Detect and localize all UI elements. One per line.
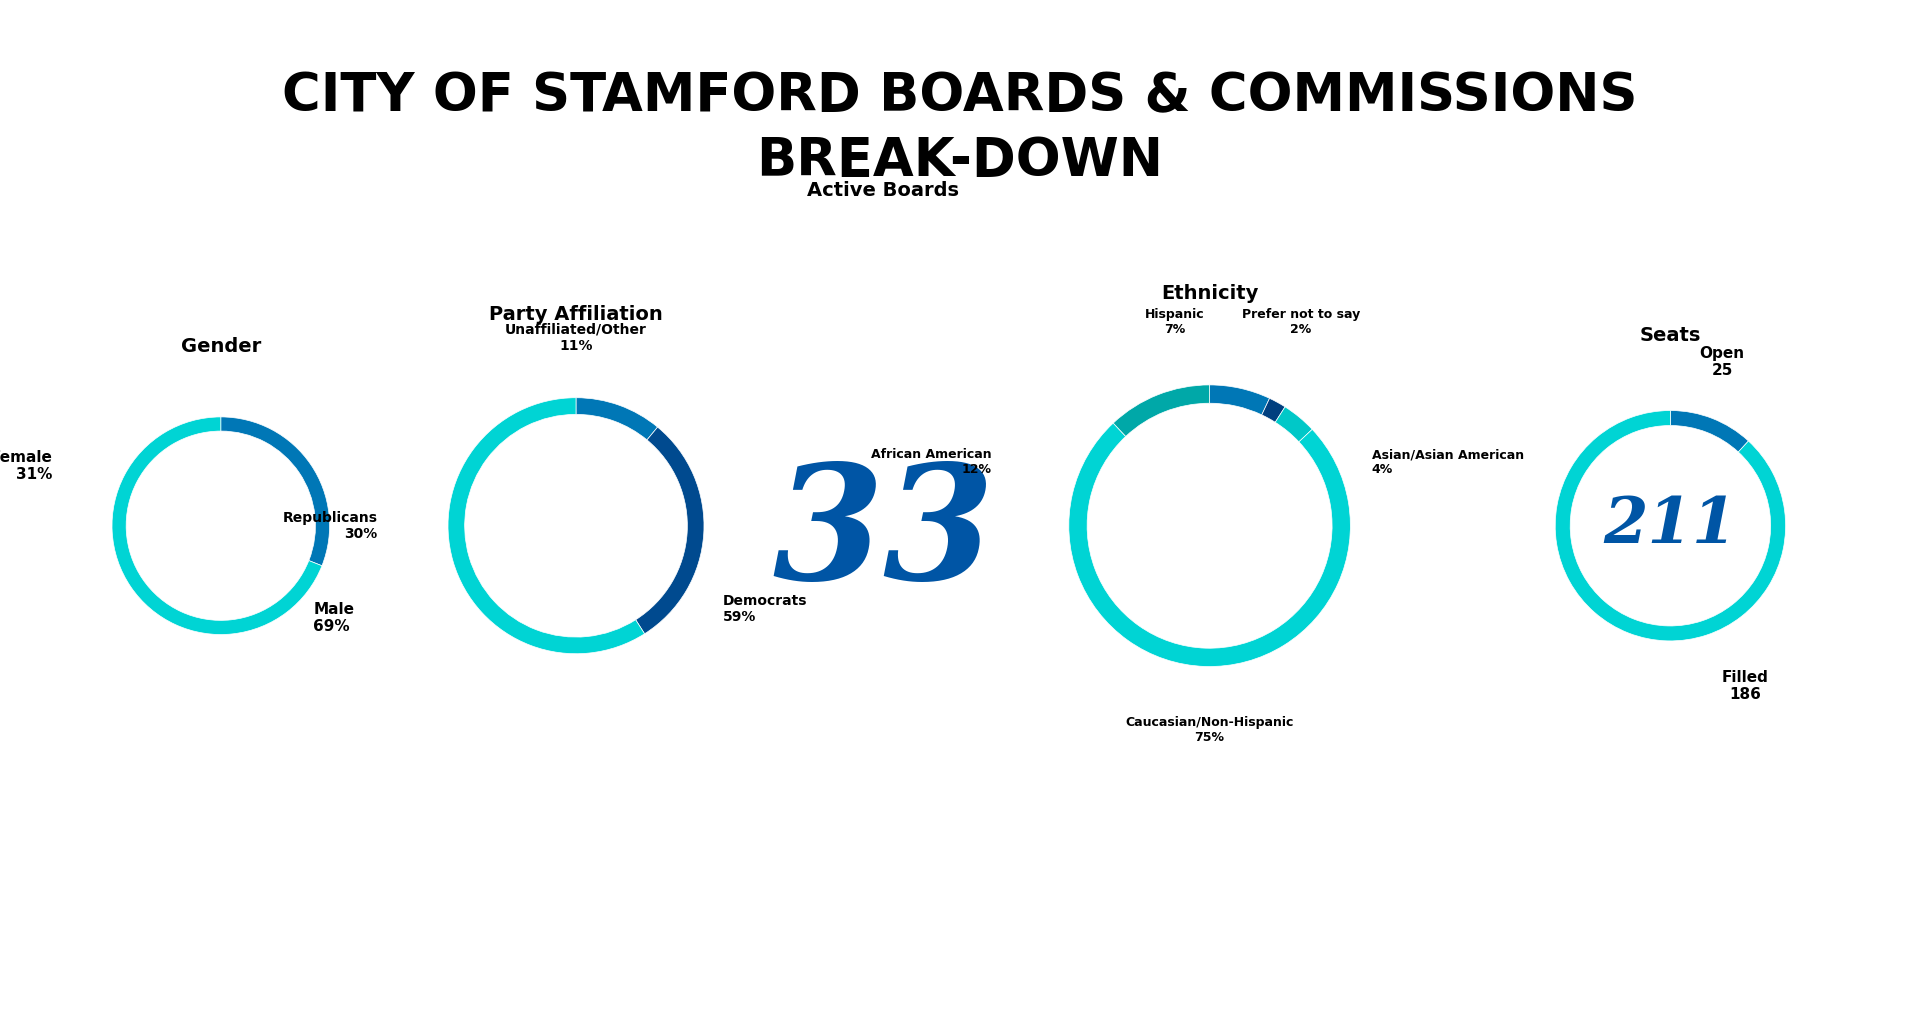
Wedge shape xyxy=(221,417,330,566)
Text: Active Boards: Active Boards xyxy=(806,181,960,200)
Wedge shape xyxy=(447,397,645,654)
Text: Democrats
59%: Democrats 59% xyxy=(724,593,808,624)
Wedge shape xyxy=(1555,410,1786,641)
Text: Party Affiliation: Party Affiliation xyxy=(490,305,662,324)
Wedge shape xyxy=(1670,410,1749,452)
Text: Female
31%: Female 31% xyxy=(0,450,52,482)
Wedge shape xyxy=(1261,398,1284,423)
Wedge shape xyxy=(1275,406,1311,442)
Text: Gender: Gender xyxy=(180,337,261,356)
Text: Republicans
30%: Republicans 30% xyxy=(282,511,378,541)
Wedge shape xyxy=(1210,385,1269,415)
Text: Open
25: Open 25 xyxy=(1699,346,1745,378)
Text: Filled
186: Filled 186 xyxy=(1722,669,1768,702)
Text: 33: 33 xyxy=(772,459,995,614)
Text: Unaffiliated/Other
11%: Unaffiliated/Other 11% xyxy=(505,323,647,353)
Wedge shape xyxy=(576,397,657,440)
Wedge shape xyxy=(111,417,323,635)
Text: CITY OF STAMFORD BOARDS & COMMISSIONS
BREAK-DOWN: CITY OF STAMFORD BOARDS & COMMISSIONS BR… xyxy=(282,71,1638,187)
Text: Male
69%: Male 69% xyxy=(313,602,355,634)
Text: Hispanic
7%: Hispanic 7% xyxy=(1144,307,1204,336)
Text: African American
12%: African American 12% xyxy=(872,448,991,476)
Text: Seats: Seats xyxy=(1640,327,1701,345)
Wedge shape xyxy=(1069,423,1350,666)
Text: Ethnicity: Ethnicity xyxy=(1162,284,1258,303)
Text: 211: 211 xyxy=(1603,495,1738,556)
Wedge shape xyxy=(1114,385,1210,437)
Text: Asian/Asian American
4%: Asian/Asian American 4% xyxy=(1371,448,1524,476)
Wedge shape xyxy=(636,427,705,634)
Text: Prefer not to say
2%: Prefer not to say 2% xyxy=(1242,307,1359,336)
Text: Caucasian/Non-Hispanic
75%: Caucasian/Non-Hispanic 75% xyxy=(1125,716,1294,744)
